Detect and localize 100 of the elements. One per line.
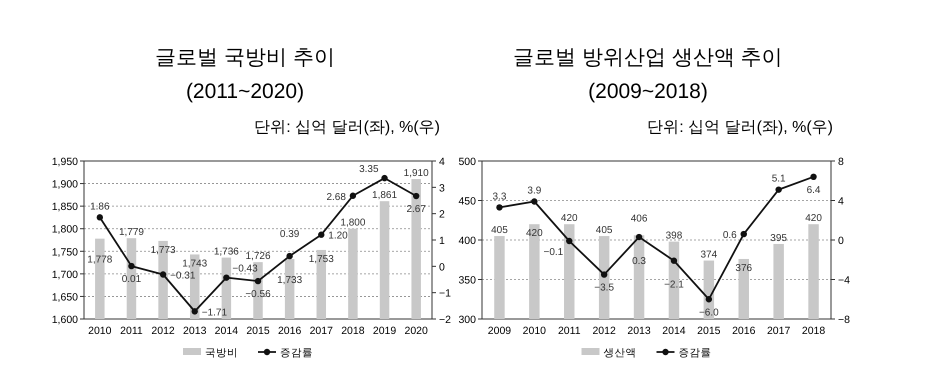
data-label: 3.35 <box>359 164 379 176</box>
point <box>286 252 293 260</box>
y-tick-label: 1,900 <box>52 178 78 191</box>
x-tick-label: 2012 <box>592 325 616 337</box>
point <box>192 308 198 315</box>
data-label: 420 <box>560 213 578 224</box>
point <box>775 186 782 193</box>
x-tick-label: 2012 <box>151 325 175 337</box>
data-label: 1,779 <box>118 227 144 238</box>
y2-tick-label: 0 <box>439 261 445 274</box>
y2-tick-label: 8 <box>838 156 844 168</box>
point <box>810 174 817 180</box>
data-label: 1,743 <box>182 258 208 270</box>
data-label: 2.67 <box>406 204 426 216</box>
data-label: −0.31 <box>170 270 196 282</box>
x-tick-label: 2015 <box>246 325 270 337</box>
x-tick-label: 2013 <box>183 325 207 337</box>
x-tick-label: 2017 <box>766 325 790 337</box>
x-tick-label: 2014 <box>214 325 238 337</box>
y2-tick-label: −2 <box>439 314 452 326</box>
y2-tick-label: −8 <box>838 314 850 326</box>
data-label: 420 <box>526 228 544 240</box>
y2-tick-label: 3 <box>439 182 445 194</box>
y2-tick-label: 0 <box>838 235 844 247</box>
y2-tick-label: −4 <box>838 274 850 286</box>
data-label: 0.39 <box>280 229 300 240</box>
y-tick-label: 1,850 <box>52 201 78 214</box>
chart-title: 글로벌 방위산업 생산액 추이 <box>513 46 783 69</box>
data-label: 0.01 <box>122 274 142 286</box>
x-tick-label: 2017 <box>310 325 334 337</box>
data-label: −1.71 <box>202 307 228 318</box>
point <box>223 274 230 281</box>
data-label: 405 <box>491 225 508 236</box>
chart-title: 글로벌 국방비 추이 <box>155 46 335 69</box>
data-label: 398 <box>666 230 683 242</box>
point <box>670 258 678 264</box>
y-tick-label: 500 <box>458 156 476 168</box>
y2-tick-label: 4 <box>439 156 445 168</box>
y2-tick-label: 2 <box>439 208 445 221</box>
chart-subtitle: (2009~2018) <box>588 80 708 103</box>
y2-tick-label: 4 <box>838 196 844 208</box>
y2-tick-label: −1 <box>439 288 452 300</box>
y-tick-label: 450 <box>458 196 476 208</box>
data-label: 0.3 <box>632 256 646 268</box>
text: 단위: 십억 달러(좌), %(우) <box>647 119 833 136</box>
data-label: 1,778 <box>87 254 113 266</box>
data-label: 1,726 <box>245 251 271 262</box>
y-tick-label: 1,750 <box>52 246 78 258</box>
data-label: 1,773 <box>150 244 176 256</box>
point <box>600 271 608 278</box>
point <box>531 198 538 205</box>
x-tick-label: 2014 <box>662 325 686 337</box>
data-label: −6.0 <box>698 307 720 318</box>
point <box>350 192 356 199</box>
point <box>318 232 324 238</box>
y-tick-label: 1,700 <box>52 268 78 281</box>
data-label: 420 <box>805 213 822 224</box>
point <box>254 278 262 284</box>
point <box>636 234 642 240</box>
x-tick-label: 2019 <box>372 325 396 337</box>
point <box>160 271 166 278</box>
data-label: 5.1 <box>772 174 786 185</box>
y-tick-label: 400 <box>458 235 476 247</box>
legend-label: 국방비 <box>205 347 238 359</box>
y-tick-label: 1,950 <box>52 156 78 168</box>
data-label: 0.6 <box>722 230 738 242</box>
data-label: 395 <box>770 232 788 244</box>
x-tick-label: 2020 <box>404 325 428 337</box>
data-label: −0.1 <box>544 246 564 258</box>
x-tick-label: 2013 <box>627 325 651 337</box>
x-tick-label: 2009 <box>488 325 512 337</box>
x-tick-label: 2011 <box>120 325 143 337</box>
text: 단위: 십억 달러(좌), %(우) <box>254 119 440 136</box>
legend-label: 증감률 <box>280 347 313 359</box>
x-tick-label: 2011 <box>558 325 581 337</box>
point <box>566 238 572 244</box>
x-tick-label: 2018 <box>341 325 365 337</box>
point <box>96 214 104 221</box>
data-label: 2.68 <box>326 192 346 203</box>
chart-subtitle: (2011~2020) <box>186 80 304 103</box>
x-tick-label: 2010 <box>88 325 112 337</box>
data-label: 1,736 <box>214 246 240 258</box>
y-tick-label: 1,600 <box>52 314 78 326</box>
y-tick-label: 300 <box>458 314 476 326</box>
data-label: 1.20 <box>328 230 348 242</box>
data-label: −0.56 <box>245 289 272 300</box>
data-label: 1,861 <box>372 190 398 202</box>
y-tick-label: 1,650 <box>52 291 78 304</box>
data-label: 1,800 <box>340 218 366 229</box>
data-label: 6.4 <box>806 184 821 196</box>
data-label: 1.86 <box>90 201 110 212</box>
data-label: 405 <box>596 225 613 236</box>
point <box>740 230 747 238</box>
data-label: 374 <box>700 250 718 261</box>
x-tick-label: 2016 <box>732 325 756 337</box>
y-tick-label: 350 <box>458 274 476 286</box>
data-label: 1,733 <box>277 274 303 286</box>
data-label: 3.3 <box>492 191 507 202</box>
x-tick-label: 2010 <box>522 325 546 337</box>
point <box>496 204 503 211</box>
